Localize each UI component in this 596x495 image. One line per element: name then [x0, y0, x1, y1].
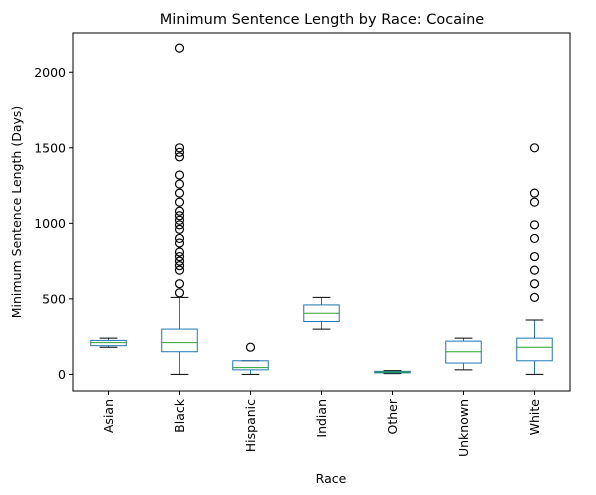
outlier-point [529, 143, 540, 153]
outlier-point [174, 211, 185, 221]
x-tick-label: Unknown [456, 399, 471, 457]
outlier-point [529, 197, 540, 207]
x-tick-label: White [527, 399, 542, 436]
outlier-point [174, 147, 185, 157]
outlier-point [174, 279, 185, 289]
outlier-point [529, 279, 540, 289]
outlier-point [174, 224, 185, 234]
outlier-point [174, 143, 185, 153]
box-black [161, 43, 198, 375]
outlier-point [174, 206, 185, 216]
outlier-point [529, 220, 540, 230]
box-asian [90, 337, 127, 348]
box-white [516, 143, 553, 375]
outlier-point [174, 288, 185, 298]
y-tick-label: 2000 [34, 65, 66, 80]
y-axis: 0 500 1000 1500 2000 [34, 65, 73, 382]
outlier-point [174, 238, 185, 248]
y-axis-label: Minimum Sentence Length (Days) [9, 106, 24, 319]
outlier-point [174, 220, 185, 230]
outlier-point [174, 170, 185, 180]
x-tick-label: Black [172, 398, 187, 433]
outlier-point [174, 265, 185, 275]
outlier-point [174, 197, 185, 207]
chart-title: Minimum Sentence Length by Race: Cocaine [160, 12, 485, 28]
box-unknown [445, 337, 482, 371]
x-axis: Asian Black Hispanic Indian Other Unknown Whit… [101, 391, 542, 457]
outlier-point [529, 251, 540, 262]
x-tick-label: Hispanic [243, 399, 258, 452]
outlier-point [245, 342, 256, 352]
y-tick-label: 1500 [34, 140, 66, 155]
x-tick-label: Asian [101, 399, 116, 433]
y-tick-label: 0 [58, 367, 66, 382]
outlier-point [174, 233, 185, 244]
iqr-box [232, 360, 269, 371]
box-indian [303, 296, 340, 330]
outlier-point [529, 265, 540, 275]
outlier-point [529, 188, 540, 198]
x-axis-label: Race [316, 471, 347, 486]
y-tick-label: 500 [42, 291, 66, 306]
box-other [374, 370, 411, 375]
y-tick-label: 1000 [34, 216, 66, 231]
outlier-point [174, 152, 185, 162]
box-hispanic [232, 342, 269, 375]
outlier-point [174, 247, 185, 257]
outlier-point [174, 215, 185, 225]
plot-frame [72, 32, 571, 392]
outlier-point [174, 188, 185, 198]
outlier-point [174, 179, 185, 189]
x-tick-label: Indian [314, 399, 329, 438]
outlier-point [529, 292, 540, 302]
outlier-point [174, 43, 185, 53]
outlier-point [174, 261, 185, 271]
x-tick-label: Other [385, 398, 400, 434]
iqr-box [161, 328, 198, 353]
outlier-point [174, 251, 185, 262]
iqr-box [516, 337, 553, 362]
outlier-point [174, 256, 185, 266]
outlier-point [529, 233, 540, 244]
plot-area [90, 43, 553, 375]
